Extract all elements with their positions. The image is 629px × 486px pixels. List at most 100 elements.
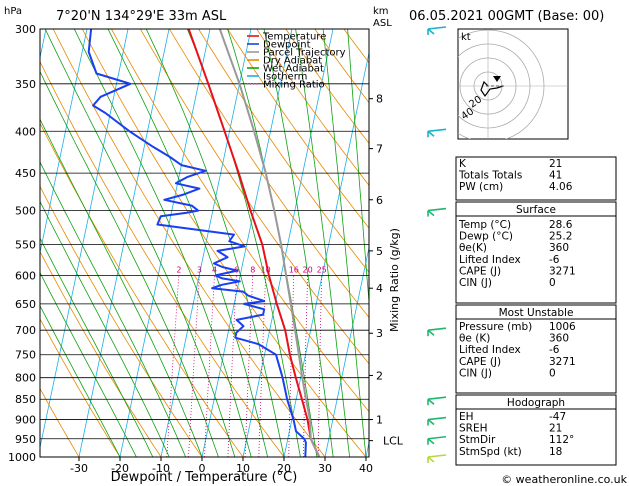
temperature-profile xyxy=(187,29,321,457)
surface-box xyxy=(455,201,617,304)
pressure-tick-label: 700 xyxy=(15,324,36,337)
mixing-ratio-line xyxy=(303,275,308,457)
dry-adiabat xyxy=(256,29,369,186)
isotherm xyxy=(40,29,129,450)
table-value: 360 xyxy=(549,242,569,254)
mixing-ratio-label: 4 xyxy=(212,265,217,274)
table-value: 3271 xyxy=(549,265,576,277)
table-label: CIN (J) xyxy=(459,367,492,379)
km-tick-label: 5 xyxy=(376,245,383,258)
pressure-tick-label: 300 xyxy=(15,23,36,36)
dry-adiabat xyxy=(140,29,369,365)
isotherm xyxy=(0,29,5,457)
most-unstable-title: Most Unstable xyxy=(499,307,574,319)
wind-barb xyxy=(427,327,447,337)
x-tick-label: -10 xyxy=(152,462,170,475)
wind-barb xyxy=(427,26,447,35)
isotherm xyxy=(201,29,293,457)
wet-adiabat xyxy=(40,70,219,457)
mixing-ratio-line xyxy=(317,275,323,457)
km-tick-label: 1 xyxy=(376,414,383,427)
km-unit: km xyxy=(373,6,389,17)
datetime-title: 06.05.2021 00GMT (Base: 00) xyxy=(409,9,604,24)
parcel-trajectory-profile xyxy=(218,29,321,457)
km-tick-label: 2 xyxy=(376,369,383,382)
lcl-label: LCL xyxy=(383,435,404,448)
wind-barb xyxy=(427,435,447,445)
wet-adiabat xyxy=(322,29,367,457)
mixing-ratio-line xyxy=(166,275,180,457)
stats-box xyxy=(455,156,617,201)
mixing-ratio-label: 2 xyxy=(176,265,181,274)
table-label: Lifted Index xyxy=(459,254,521,266)
isotherm xyxy=(40,29,88,255)
table-label: Dewp (°C) xyxy=(459,231,513,243)
km-tick-label: 3 xyxy=(376,327,383,340)
isotherm xyxy=(160,29,252,457)
dry-adiabat xyxy=(40,122,244,457)
mixing-ratio-label: 10 xyxy=(261,265,271,274)
dry-adiabat xyxy=(198,29,369,273)
dry-adiabat xyxy=(40,60,285,457)
isotherm xyxy=(324,245,369,457)
table-value: 28.6 xyxy=(549,219,573,231)
pressure-tick-label: 600 xyxy=(15,269,36,282)
pressure-tick-label: 550 xyxy=(15,239,36,252)
hodograph-trace xyxy=(480,80,504,98)
km-tick-label: 4 xyxy=(376,282,383,295)
x-tick-label: 10 xyxy=(236,462,250,475)
table-value: 25.2 xyxy=(549,231,572,243)
pressure-tick-label: 850 xyxy=(15,393,36,406)
hodograph-title: Hodograph xyxy=(507,397,565,409)
mixing-ratio-line xyxy=(204,275,215,457)
mixing-ratio-labels: 2 3 4 6 8 10 16 20 25 xyxy=(176,265,326,274)
legend-label: Mixing Ratio xyxy=(263,80,325,91)
table-value: 4.06 xyxy=(549,181,573,193)
temperature-axis: -30 -20 -10 0 10 20 30 40 xyxy=(70,457,373,475)
legend-label: Parcel Trajectory xyxy=(263,48,346,59)
table-label: Lifted Index xyxy=(459,344,521,356)
pressure-tick-label: 1000 xyxy=(8,451,36,464)
table-value: 41 xyxy=(549,170,562,182)
index-tables: K 21 Totals Totals 41 PW (cm) 4.06 Surface Temp… xyxy=(455,156,617,466)
km-tick-label: 6 xyxy=(376,194,383,207)
isotherm xyxy=(283,50,369,457)
isotherm xyxy=(78,29,170,457)
plot-frame xyxy=(39,28,370,458)
wet-adiabat xyxy=(40,304,121,457)
table-label: StmDir xyxy=(459,434,496,446)
hodograph-box xyxy=(455,394,617,466)
table-label: Temp (°C) xyxy=(458,219,511,231)
dry-adiabat xyxy=(227,29,369,229)
credit: © weatheronline.co.uk xyxy=(501,473,627,486)
wet-adiabat xyxy=(73,29,252,457)
mixing-ratio-line xyxy=(244,275,254,457)
hodograph-unit: kt xyxy=(461,32,471,43)
table-label: θe(K) xyxy=(459,242,487,254)
mixing-ratio-label: 6 xyxy=(234,265,239,274)
isotherm xyxy=(242,29,334,457)
wind-barb xyxy=(427,454,447,463)
table-label: SREH xyxy=(459,423,488,435)
wind-barb xyxy=(427,207,447,217)
x-tick-label: 0 xyxy=(199,462,206,475)
mixing-ratio-label: 20 xyxy=(303,265,313,274)
pressure-tick-label: 650 xyxy=(15,298,36,311)
table-value: 18 xyxy=(549,446,562,458)
table-label: θe (K) xyxy=(459,333,490,345)
mixing-ratio-label: 25 xyxy=(317,265,327,274)
pressure-axis: 300 350 400 450 500 550 600 650 700 750 800 850 900 9… xyxy=(8,23,36,464)
hodograph-frame xyxy=(457,28,569,140)
wet-adiabat xyxy=(263,29,334,457)
table-value: 0 xyxy=(549,367,556,379)
dry-adiabat xyxy=(52,29,326,457)
plot-profiles xyxy=(87,29,321,457)
table-label: EH xyxy=(459,411,474,423)
pressure-tick-label: 900 xyxy=(15,414,36,427)
wet-adiabat xyxy=(107,29,268,457)
wet-adiabat xyxy=(347,29,369,307)
pressure-tick-label: 750 xyxy=(15,349,36,362)
pressure-tick-label: 350 xyxy=(15,78,36,91)
